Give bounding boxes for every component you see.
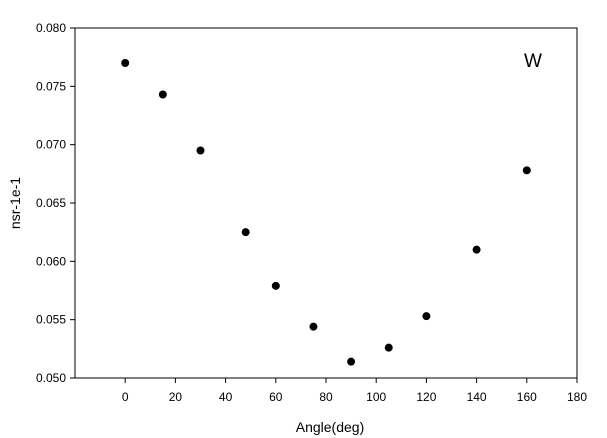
data-point xyxy=(241,228,250,237)
data-point xyxy=(271,281,280,290)
y-tick-label: 0.070 xyxy=(36,138,66,152)
y-tick-label: 0.065 xyxy=(36,196,66,210)
y-tick-label: 0.060 xyxy=(36,254,66,268)
x-tick-label: 120 xyxy=(416,390,436,404)
x-tick-label: 60 xyxy=(269,390,283,404)
data-points xyxy=(121,59,531,366)
x-tick-label: 140 xyxy=(467,390,487,404)
y-tick-label: 0.080 xyxy=(36,21,66,35)
x-tick-label: 0 xyxy=(122,390,129,404)
x-tick-label: 100 xyxy=(366,390,386,404)
data-point xyxy=(384,343,393,352)
data-point xyxy=(309,322,318,331)
y-tick-label: 0.075 xyxy=(36,79,66,93)
plot-frame xyxy=(74,27,578,379)
x-tick-label: 20 xyxy=(169,390,183,404)
data-point xyxy=(158,90,167,99)
x-tick-label: 40 xyxy=(219,390,233,404)
series-annotation: W xyxy=(524,51,542,72)
data-point xyxy=(121,59,130,67)
x-axis: 0 20 40 60 80 100 120 140 160 180 xyxy=(122,378,587,404)
x-axis-title: Angle(deg) xyxy=(296,419,365,435)
data-point xyxy=(422,312,431,321)
y-tick-label: 0.055 xyxy=(36,313,66,327)
data-point xyxy=(196,146,205,155)
data-point xyxy=(472,245,481,254)
data-point xyxy=(522,166,531,175)
x-tick-label: 180 xyxy=(567,390,587,404)
y-axis: 0.050 0.055 0.060 0.065 0.070 0.075 0.080 xyxy=(36,21,75,385)
y-tick-label: 0.050 xyxy=(36,371,66,385)
y-axis-title: nsr-1e-1 xyxy=(7,177,23,229)
data-point xyxy=(347,357,356,366)
x-tick-label: 160 xyxy=(517,390,537,404)
x-tick-label: 80 xyxy=(319,390,333,404)
